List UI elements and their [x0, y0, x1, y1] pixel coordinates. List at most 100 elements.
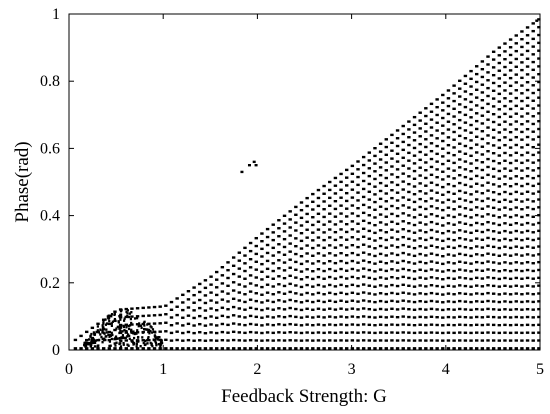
data-point [395, 339, 400, 342]
data-point [373, 270, 377, 273]
data-point [435, 191, 439, 194]
data-point [424, 339, 428, 342]
data-point [345, 199, 349, 203]
data-point [503, 292, 507, 295]
data-point [164, 321, 168, 324]
data-point [531, 246, 535, 249]
data-point [328, 212, 332, 215]
data-point [401, 148, 405, 152]
data-point [458, 221, 462, 224]
data-point [277, 275, 281, 278]
data-point [345, 261, 349, 265]
data-point [373, 300, 377, 304]
data-point [446, 206, 451, 209]
data-point [525, 323, 530, 327]
data-point [328, 260, 332, 263]
data-point [446, 120, 451, 123]
data-point [452, 115, 456, 118]
data-point [395, 284, 400, 288]
data-point [514, 214, 518, 217]
data-point [412, 308, 417, 311]
data-point [339, 331, 343, 334]
data-point [531, 45, 535, 48]
data-point [424, 269, 428, 273]
data-point [265, 323, 270, 326]
data-point [126, 314, 129, 318]
data-point [435, 261, 439, 264]
data-point [155, 344, 158, 347]
data-point [525, 182, 530, 186]
data-point [514, 182, 518, 186]
data-point [435, 253, 439, 257]
data-point [520, 177, 524, 180]
data-point [435, 160, 439, 163]
data-point [226, 300, 230, 303]
data-point [469, 100, 473, 104]
data-point [537, 245, 541, 248]
data-point [407, 237, 411, 241]
data-point [480, 261, 485, 265]
data-point [237, 331, 242, 334]
data-point [130, 328, 133, 332]
data-point [480, 316, 485, 319]
data-point [378, 307, 383, 311]
data-point [446, 347, 451, 350]
data-point [328, 228, 332, 231]
data-point [322, 339, 326, 342]
data-point [103, 332, 106, 335]
data-point [271, 323, 275, 327]
data-point [424, 300, 428, 304]
data-point [480, 137, 485, 141]
data-point [525, 127, 530, 131]
data-point [373, 262, 377, 265]
data-point [508, 347, 513, 350]
data-point [271, 269, 275, 273]
data-point [265, 275, 270, 278]
data-point [390, 141, 394, 144]
data-point [73, 347, 78, 350]
data-point [441, 101, 445, 104]
data-point [520, 339, 524, 342]
data-point [305, 315, 309, 318]
data-point [429, 236, 434, 240]
data-point [265, 227, 270, 231]
data-point [141, 331, 144, 334]
data-point [120, 339, 123, 343]
data-point [525, 347, 530, 350]
data-point [531, 91, 535, 95]
data-point [395, 253, 400, 257]
data-point [237, 275, 242, 278]
data-point [288, 339, 292, 342]
data-point [260, 308, 264, 312]
data-point [356, 331, 360, 334]
data-point [130, 321, 133, 325]
data-point [441, 109, 445, 112]
data-point [316, 283, 321, 287]
data-point [452, 215, 456, 219]
data-point [277, 243, 281, 246]
data-point [288, 210, 292, 213]
data-point [429, 118, 434, 121]
data-point [537, 26, 541, 29]
data-point [231, 272, 236, 276]
data-point [288, 250, 292, 253]
data-point [491, 97, 496, 100]
data-point [147, 328, 151, 332]
data-point [220, 306, 225, 309]
data-point [508, 239, 513, 242]
data-point [514, 190, 518, 194]
data-point [89, 335, 92, 338]
data-point [412, 285, 417, 288]
data-point [514, 292, 518, 295]
data-point [531, 107, 535, 110]
data-point [328, 283, 332, 287]
data-point [486, 228, 490, 232]
data-point [333, 230, 338, 234]
data-point [458, 134, 462, 138]
data-point [435, 113, 439, 117]
data-point [520, 115, 524, 118]
data-point [117, 320, 120, 323]
data-point [412, 331, 417, 335]
data-point [412, 324, 417, 327]
